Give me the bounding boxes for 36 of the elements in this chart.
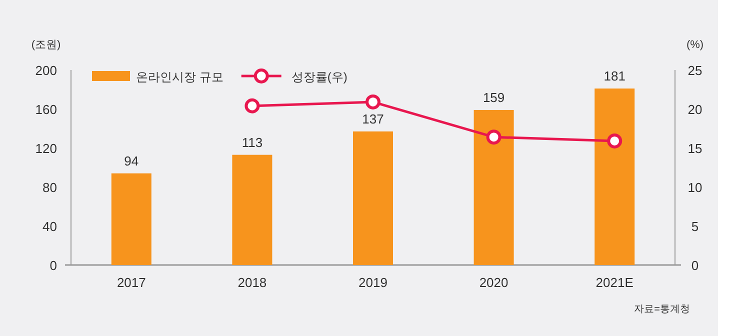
data-label: 113 <box>242 134 263 150</box>
y2-tick-label: 0 <box>691 258 699 273</box>
y-tick-label: 40 <box>42 219 57 234</box>
data-label: 181 <box>604 68 626 84</box>
y-tick-label: 160 <box>35 102 57 117</box>
point <box>607 133 622 148</box>
y-tick-label: 200 <box>35 63 57 78</box>
bar <box>474 110 514 265</box>
y2-tick-label: 20 <box>688 102 702 117</box>
y-tick-label: 120 <box>35 141 57 156</box>
x-tick-label: 2017 <box>116 275 146 290</box>
bar <box>594 88 635 265</box>
legend-label: 온라인시장 규모 <box>136 70 224 84</box>
y-tick-label: 0 <box>50 258 57 273</box>
y2-tick-label: 5 <box>691 219 699 234</box>
x-tick-label: 2019 <box>358 275 388 290</box>
bar <box>111 173 152 265</box>
legend-label: 성장률(우) <box>291 70 348 84</box>
y-axis-title: (조원) <box>31 39 61 51</box>
point <box>486 130 502 145</box>
y2-tick-label: 10 <box>688 180 702 195</box>
y-tick-label: 80 <box>42 180 57 195</box>
y2-tick-label: 25 <box>688 63 702 78</box>
data-label: 137 <box>362 111 384 126</box>
text: 자료=통계청 <box>634 304 690 315</box>
y2-axis-title: (%) <box>686 39 704 51</box>
bar <box>353 131 393 265</box>
bar <box>232 154 272 265</box>
x-tick-label: 2020 <box>479 275 508 290</box>
data-label: 94 <box>124 153 139 168</box>
x-tick-label: 2018 <box>238 275 267 290</box>
data-label: 159 <box>482 90 505 105</box>
y2-tick-label: 15 <box>688 141 702 156</box>
x-tick-label: 2021E <box>596 275 634 290</box>
point <box>244 98 260 114</box>
point <box>366 94 380 110</box>
